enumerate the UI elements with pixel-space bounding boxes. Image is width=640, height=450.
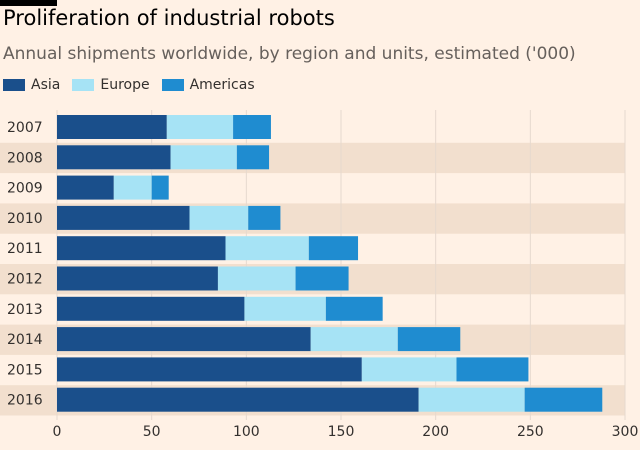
bar-americas-2015 — [456, 357, 529, 382]
bar-americas-2008 — [236, 145, 270, 170]
bar-asia-2007 — [57, 115, 167, 139]
legend-swatch-europe — [72, 79, 95, 91]
legend-label-europe: Europe — [100, 77, 150, 93]
bar-asia-2011 — [57, 236, 226, 261]
bar-americas-2009 — [151, 175, 169, 200]
bar-europe-2012 — [217, 266, 296, 291]
bar-americas-2013 — [325, 296, 383, 321]
legend-item-europe: Europe — [72, 77, 150, 93]
bar-europe-2014 — [310, 327, 398, 352]
brand-bar — [0, 0, 57, 6]
row-label-2012: 2012 — [7, 272, 43, 288]
bar-europe-2007 — [166, 115, 234, 139]
bar-asia-2015 — [57, 357, 362, 382]
bar-americas-2012 — [295, 266, 349, 291]
x-tick-label-300: 300 — [612, 424, 639, 440]
row-label-2010: 2010 — [7, 211, 43, 227]
bar-europe-2008 — [170, 145, 237, 170]
bar-asia-2016 — [57, 387, 419, 412]
legend-item-asia: Asia — [3, 77, 60, 93]
x-tick-label-200: 200 — [422, 424, 449, 440]
bar-americas-2010 — [248, 205, 281, 230]
bar-americas-2007 — [233, 115, 271, 139]
x-tick-label-250: 250 — [517, 424, 544, 440]
legend-item-americas: Americas — [161, 77, 255, 93]
bar-asia-2012 — [57, 266, 218, 291]
bar-americas-2016 — [524, 387, 603, 412]
x-tick-label-100: 100 — [233, 424, 260, 440]
bar-europe-2015 — [361, 357, 457, 382]
row-label-2009: 2009 — [7, 181, 43, 197]
bar-europe-2016 — [418, 387, 525, 412]
bar-asia-2013 — [57, 296, 245, 321]
legend: Asia Europe Americas — [3, 77, 267, 93]
x-tick-label-150: 150 — [328, 424, 355, 440]
x-tick-label-0: 0 — [53, 424, 62, 440]
x-tick-label-50: 50 — [143, 424, 161, 440]
row-label-2011: 2011 — [7, 241, 43, 257]
row-label-2014: 2014 — [7, 332, 43, 348]
bar-asia-2009 — [57, 175, 114, 200]
legend-swatch-americas — [161, 79, 184, 91]
bar-americas-2014 — [397, 327, 461, 352]
bar-americas-2011 — [308, 236, 359, 261]
row-label-2013: 2013 — [7, 302, 43, 318]
legend-label-americas: Americas — [189, 77, 255, 93]
legend-swatch-asia — [3, 79, 25, 91]
bar-europe-2010 — [189, 205, 249, 230]
bar-europe-2009 — [113, 175, 152, 200]
row-label-2015: 2015 — [7, 362, 43, 378]
row-label-2016: 2016 — [7, 393, 43, 409]
row-label-2007: 2007 — [7, 120, 43, 136]
bar-europe-2013 — [244, 296, 326, 321]
legend-label-asia: Asia — [31, 77, 61, 93]
row-label-2008: 2008 — [7, 150, 43, 166]
bar-asia-2008 — [57, 145, 171, 170]
chart-subtitle: Annual shipments worldwide, by region an… — [3, 44, 576, 64]
bar-asia-2014 — [57, 327, 311, 352]
bar-europe-2011 — [225, 236, 309, 261]
chart-title: Proliferation of industrial robots — [3, 6, 335, 30]
bar-asia-2010 — [57, 205, 190, 230]
